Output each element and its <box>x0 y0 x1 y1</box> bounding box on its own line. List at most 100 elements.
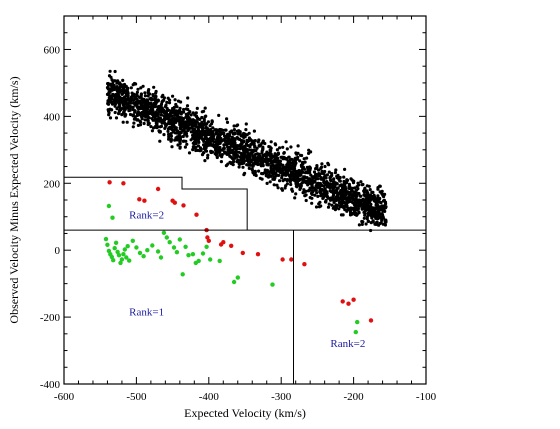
data-point-black <box>196 138 201 142</box>
data-point-black <box>113 69 117 74</box>
x-tick-label: -500 <box>126 391 147 403</box>
data-point-black <box>362 193 366 197</box>
data-point-black <box>310 180 314 184</box>
data-point-black <box>250 167 254 171</box>
data-point-black <box>143 111 147 115</box>
data-point-black <box>142 121 146 126</box>
data-point-black <box>224 128 228 132</box>
data-point-black <box>229 155 233 159</box>
data-point-black <box>140 97 144 101</box>
data-point-black <box>179 123 183 127</box>
data-point-black <box>222 146 226 150</box>
data-point-black <box>272 183 276 187</box>
data-point-black <box>192 141 196 145</box>
data-point-black <box>129 86 133 90</box>
data-point-black <box>293 196 297 200</box>
data-point-black <box>290 157 294 161</box>
data-point-black <box>194 114 199 118</box>
data-point-black <box>157 105 161 109</box>
data-point-black <box>201 126 205 130</box>
data-point-black <box>330 172 334 176</box>
data-point-black <box>181 134 185 139</box>
data-point-black <box>339 191 343 195</box>
data-point-black <box>203 106 207 110</box>
data-point-black <box>338 205 342 209</box>
data-point-black <box>224 164 228 168</box>
data-point-black <box>145 98 149 102</box>
data-point-black <box>245 140 249 144</box>
data-point-red <box>205 235 210 240</box>
data-point-black <box>366 211 370 215</box>
data-point-black <box>242 157 246 161</box>
data-point-black <box>237 130 241 134</box>
data-point-green <box>145 248 150 253</box>
data-point-black <box>351 194 356 198</box>
data-point-green <box>110 215 115 220</box>
data-point-black <box>112 99 116 103</box>
rank-annotation: Rank=1 <box>129 306 164 318</box>
data-point-black <box>245 149 249 153</box>
data-point-black <box>298 187 302 191</box>
data-point-black <box>324 189 328 194</box>
data-point-black <box>131 108 135 112</box>
data-point-black <box>191 148 195 152</box>
data-point-black <box>204 114 208 118</box>
data-point-black <box>122 104 126 108</box>
y-axis-label: Observed Velocity Minus Expected Velocit… <box>7 76 21 323</box>
data-point-black <box>235 136 239 140</box>
data-point-black <box>252 148 256 152</box>
data-point-black <box>159 113 163 117</box>
data-point-black <box>164 117 168 121</box>
data-point-black <box>176 131 180 135</box>
data-point-black <box>181 123 185 127</box>
data-point-black <box>238 147 242 151</box>
data-point-black <box>235 124 239 128</box>
data-point-green <box>113 240 119 245</box>
data-point-black <box>137 105 141 109</box>
data-point-black <box>108 69 112 73</box>
data-point-black <box>355 185 359 189</box>
data-point-black <box>130 98 135 102</box>
data-point-black <box>168 125 172 130</box>
data-point-black <box>178 140 182 144</box>
data-point-red <box>368 318 374 323</box>
data-point-black <box>301 177 305 181</box>
data-point-black <box>266 151 270 155</box>
data-point-black <box>304 189 308 193</box>
data-point-black <box>334 191 338 195</box>
data-point-black <box>257 169 261 173</box>
data-point-black <box>281 157 285 161</box>
data-point-black <box>185 104 190 108</box>
data-point-black <box>206 142 210 146</box>
data-point-black <box>220 148 224 152</box>
data-point-black <box>278 159 282 163</box>
data-point-black <box>120 92 124 96</box>
data-point-black <box>282 151 286 155</box>
data-point-black <box>202 131 206 135</box>
data-point-black <box>233 150 238 154</box>
data-point-black <box>222 143 226 147</box>
data-point-green <box>130 238 135 243</box>
data-point-black <box>117 93 121 97</box>
data-point-black <box>116 96 120 100</box>
data-point-black <box>231 157 235 161</box>
data-point-black <box>361 202 365 207</box>
data-point-black <box>226 149 230 153</box>
data-point-black <box>345 209 349 213</box>
data-point-black <box>188 121 192 125</box>
data-point-black <box>128 108 132 112</box>
data-point-black <box>314 205 319 209</box>
data-point-green <box>355 319 360 325</box>
data-point-red <box>107 180 112 185</box>
data-point-black <box>271 177 275 181</box>
data-point-black <box>329 179 333 183</box>
data-point-black <box>162 109 166 113</box>
y-tick-label: -400 <box>40 379 61 391</box>
data-point-black <box>322 181 326 185</box>
data-point-black <box>274 164 278 169</box>
data-point-black <box>352 179 356 183</box>
data-point-red <box>302 262 307 267</box>
data-point-black <box>263 168 267 172</box>
data-point-black <box>124 100 128 104</box>
